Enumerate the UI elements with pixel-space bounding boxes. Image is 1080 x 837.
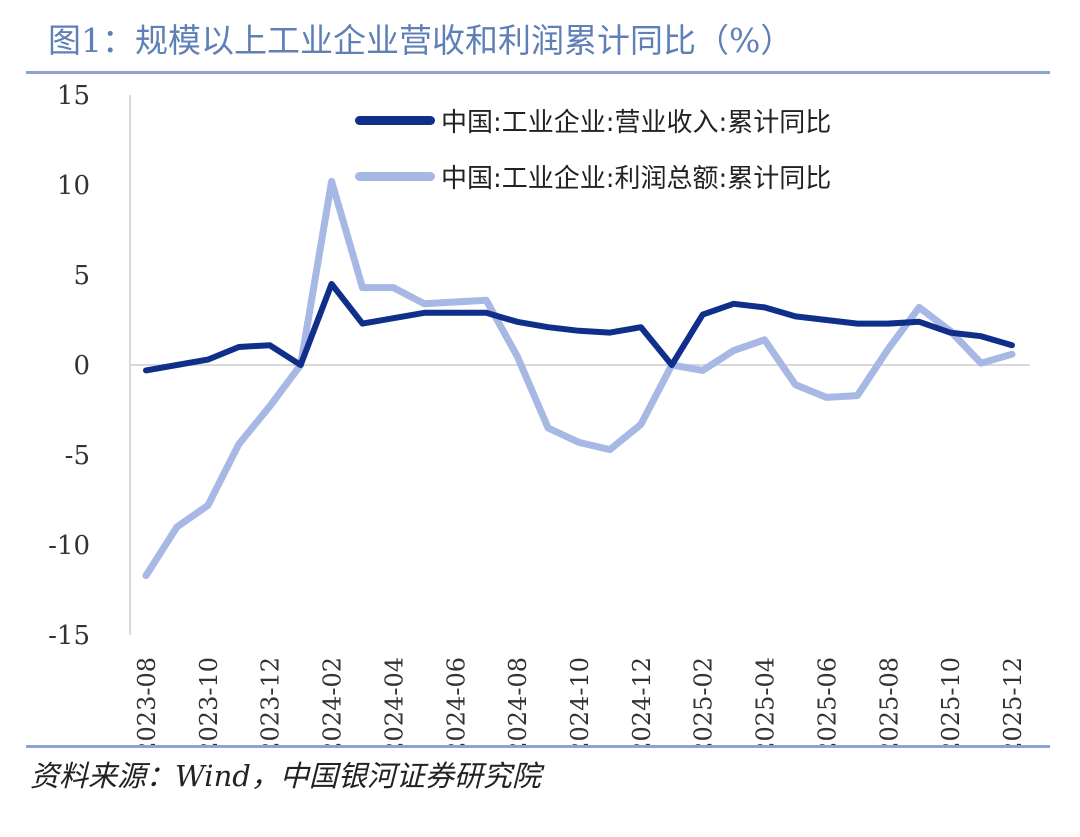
- legend-label-profit: 中国:工业企业:利润总额:累计同比: [441, 163, 832, 194]
- y-tick-label: -15: [48, 621, 90, 651]
- source-note: 资料来源：Wind，中国银河证券研究院: [30, 759, 541, 793]
- x-tick-label: 2023-08: [133, 657, 161, 745]
- x-axis: 2023-08 2023-10 2023-12 2024-02 2024-04 2024-…: [130, 364, 1030, 745]
- line-chart: 15 10 5 0 -5 -10 -15 2023-08 2023-10 2023-12 2024…: [48, 81, 1030, 745]
- legend-swatch-profit: [355, 171, 435, 181]
- legend-swatch-revenue: [355, 115, 435, 125]
- y-tick-label: 5: [73, 261, 90, 291]
- x-tick-label: 2024-04: [380, 657, 408, 745]
- x-tick-label: 2025-10: [937, 657, 965, 745]
- series-line-profit: [142, 177, 1016, 580]
- y-tick-label: 10: [57, 171, 90, 201]
- x-tick-label: 2025-06: [813, 657, 841, 745]
- x-tick-label: 2024-10: [566, 657, 594, 745]
- y-tick-label: 15: [57, 81, 90, 111]
- y-tick-label: -5: [65, 441, 90, 471]
- x-tick-label: 2023-10: [195, 657, 223, 745]
- legend-item-profit: 中国:工业企业:利润总额:累计同比: [355, 148, 831, 204]
- x-tick-label: 2024-02: [319, 657, 347, 745]
- series-lines: [142, 177, 1016, 580]
- bottom-divider: [26, 745, 1050, 748]
- x-tick-label: 2025-12: [999, 657, 1027, 745]
- chart-title: 图1：规模以上工业企业营收和利润累计同比（%）: [48, 21, 794, 60]
- series-line-revenue: [143, 281, 1015, 374]
- x-tick-label: 2024-08: [504, 657, 532, 745]
- top-divider: [26, 71, 1050, 74]
- x-tick-label: 2024-12: [628, 657, 656, 745]
- legend: 中国:工业企业:营业收入:累计同比 中国:工业企业:利润总额:累计同比: [355, 92, 831, 204]
- legend-item-revenue: 中国:工业企业:营业收入:累计同比: [355, 92, 831, 148]
- y-tick-label: -10: [48, 531, 90, 561]
- x-tick-label: 2025-04: [752, 657, 780, 745]
- x-tick-label: 2024-06: [442, 657, 470, 745]
- x-tick-label: 2025-02: [690, 657, 718, 745]
- y-tick-label: 0: [73, 351, 90, 381]
- y-axis: 15 10 5 0 -5 -10 -15: [48, 81, 131, 651]
- legend-label-revenue: 中国:工业企业:营业收入:累计同比: [441, 107, 832, 138]
- x-tick-label: 2025-08: [875, 657, 903, 745]
- x-tick-label: 2023-12: [257, 657, 285, 745]
